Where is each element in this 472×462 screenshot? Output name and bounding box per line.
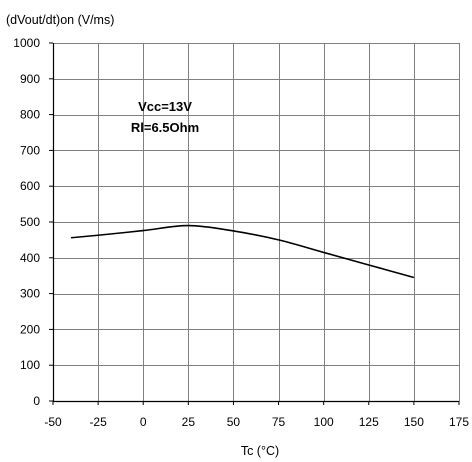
x-tick-label: -50 bbox=[44, 415, 62, 429]
axes bbox=[49, 42, 460, 405]
y-axis-title: (dVout/dt)on (V/ms) bbox=[6, 13, 114, 27]
x-tick-label: 125 bbox=[359, 415, 379, 429]
x-axis-title: Tc (°C) bbox=[241, 444, 279, 458]
y-tick-label: 0 bbox=[33, 394, 40, 408]
x-tick-label: -25 bbox=[89, 415, 107, 429]
y-tick-label: 900 bbox=[20, 72, 40, 86]
annotation-rl: Rl=6.5Ohm bbox=[131, 120, 199, 135]
annotation-vcc: Vcc=13V bbox=[138, 99, 192, 114]
x-tick-label: 0 bbox=[140, 415, 147, 429]
x-tick-label: 75 bbox=[272, 415, 286, 429]
y-tick-label: 600 bbox=[20, 179, 40, 193]
x-tick-label: 150 bbox=[404, 415, 424, 429]
grid bbox=[53, 43, 460, 401]
tick-labels: -50 -25 0 25 50 75 100 125 150 175 0 100 200 300 400 50… bbox=[13, 36, 469, 429]
y-tick-label: 400 bbox=[20, 251, 40, 265]
y-tick-label: 700 bbox=[20, 143, 40, 157]
y-tick-label: 500 bbox=[20, 215, 40, 229]
x-tick-label: 25 bbox=[182, 415, 196, 429]
series-line bbox=[70, 224, 415, 279]
y-tick-label: 1000 bbox=[13, 36, 40, 50]
y-tick-label: 300 bbox=[20, 287, 40, 301]
y-tick-label: 800 bbox=[20, 108, 40, 122]
x-tick-label: 50 bbox=[227, 415, 241, 429]
series-lines bbox=[70, 224, 415, 279]
x-tick-label: 175 bbox=[449, 415, 469, 429]
y-tick-label: 100 bbox=[20, 358, 40, 372]
x-tick-label: 100 bbox=[314, 415, 334, 429]
y-tick-label: 200 bbox=[20, 322, 40, 336]
